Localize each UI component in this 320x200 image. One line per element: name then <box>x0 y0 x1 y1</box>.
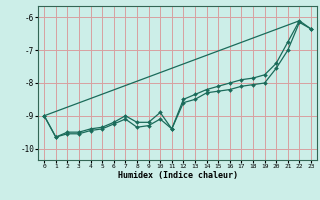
X-axis label: Humidex (Indice chaleur): Humidex (Indice chaleur) <box>118 171 238 180</box>
